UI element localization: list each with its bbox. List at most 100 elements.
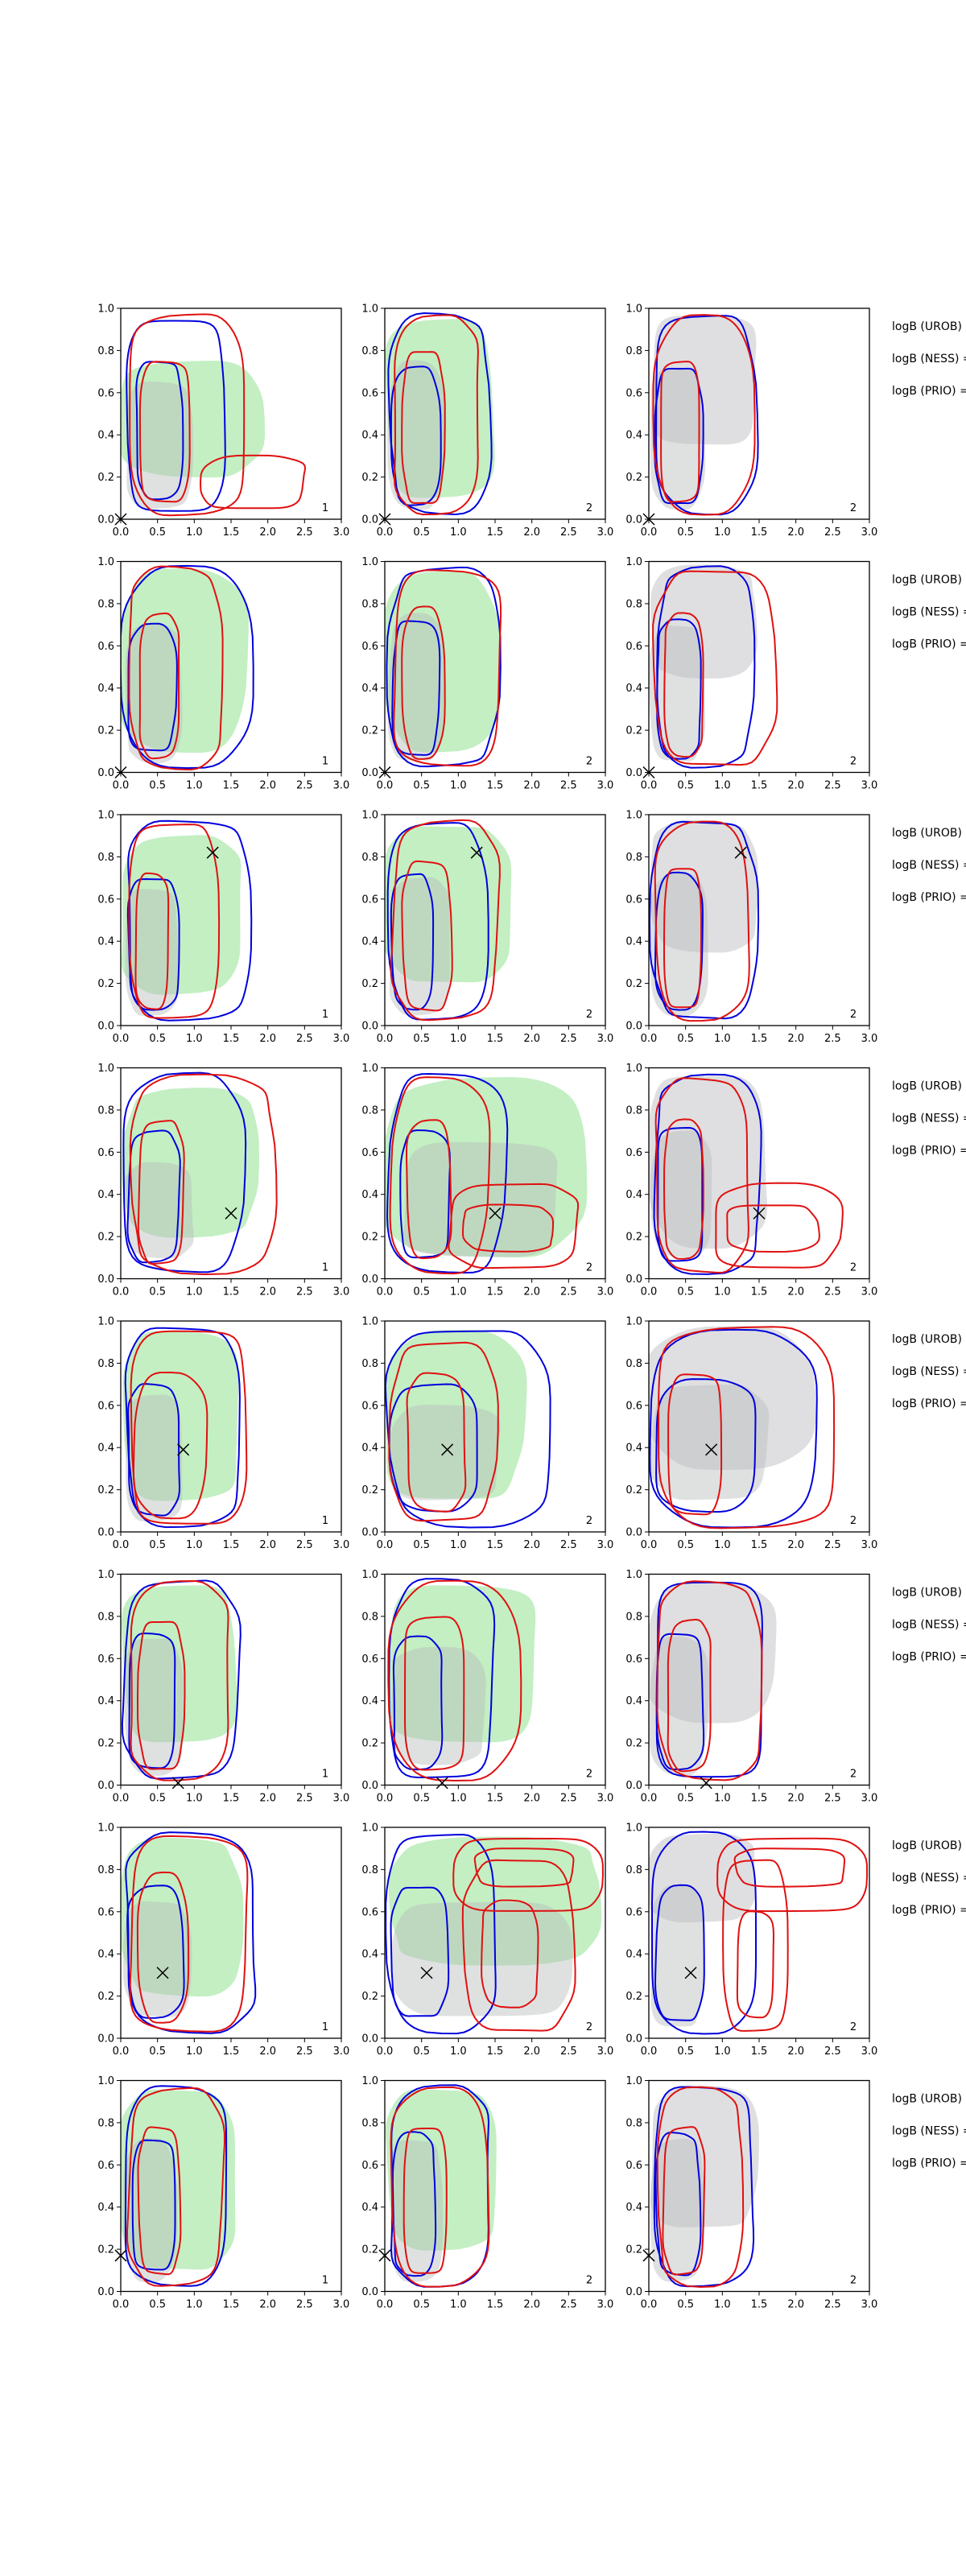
y-tick-label: 1.0: [361, 1063, 378, 1075]
red-contour: [138, 361, 191, 503]
red-contour: [657, 1326, 836, 1530]
logb-label: logB (PRIO) =: [892, 1651, 966, 1664]
red-contour: [130, 1579, 229, 1781]
y-tick-label: 0.4: [361, 683, 378, 695]
blue-contour: [127, 1383, 181, 1517]
y-tick-label: 1.0: [361, 1823, 378, 1835]
y-tick-label: 0.8: [625, 852, 642, 864]
x-tick-label: 1.5: [487, 1539, 504, 1551]
red-contour: [663, 868, 702, 1009]
x-tick-label: 1.5: [223, 1033, 240, 1045]
y-tick-label: 0.4: [625, 1443, 642, 1455]
x-marker: [700, 1777, 712, 1790]
y-tick-label: 0.4: [97, 430, 114, 442]
x-tick-label: 2.5: [824, 2299, 841, 2311]
marker-stroke: [489, 1207, 502, 1220]
x-tick-label: 3.0: [597, 2046, 614, 2058]
x-tick-label: 0.5: [413, 2299, 430, 2311]
density-fill-inner: [387, 360, 445, 510]
y-tick-label: 0.0: [97, 767, 114, 779]
x-tick-label: 0.5: [413, 780, 430, 792]
y-tick-label: 0.2: [625, 725, 642, 737]
x-tick-label: 0.5: [149, 1539, 166, 1551]
panel-number: 2: [586, 2021, 592, 2033]
x-tick-label: 2.0: [259, 780, 276, 792]
x-tick-label: 1.5: [487, 780, 504, 792]
y-tick-label: 0.4: [625, 1189, 642, 1201]
blue-contour: [126, 1885, 185, 2019]
logb-label: logB (PRIO) =: [892, 385, 966, 398]
x-marker: [753, 1207, 766, 1220]
y-tick-label: 0.8: [361, 598, 378, 610]
x-tick-label: 3.0: [597, 526, 614, 539]
x-tick-label: 3.0: [597, 1793, 614, 1805]
plot-area: [649, 1073, 844, 1275]
logb-block-row1: logB (UROB) = logB (NESS) = logB (PRIO) =: [892, 320, 966, 398]
x-tick-label: 3.0: [333, 780, 350, 792]
y-tick-label: 0.4: [361, 2202, 378, 2214]
plot-area: [385, 566, 502, 768]
panel-r6-c1: 0.0 0.5 1.0 1.5 2.0 2.5 3.0 0.0 0.2 0.4 0.6 0.8 1.0 1: [97, 1569, 349, 1805]
x-tick-label: 1.5: [487, 526, 504, 539]
y-tick-label: 0.6: [625, 1147, 642, 1159]
logb-block-row4: logB (UROB) = logB (NESS) = logB (PRIO) =: [892, 1080, 966, 1158]
y-tick-label: 0.0: [625, 1274, 642, 1286]
x-tick-label: 1.0: [714, 2046, 731, 2058]
x-tick-label: 0.0: [641, 1539, 658, 1551]
y-tick-label: 0.0: [625, 767, 642, 779]
x-tick-label: 0.0: [377, 2299, 394, 2311]
y-tick-label: 1.0: [625, 556, 642, 568]
x-tick-label: 0.0: [641, 2046, 658, 2058]
y-tick-label: 0.6: [97, 641, 114, 653]
x-tick-label: 2.5: [560, 1033, 577, 1045]
x-marker: [225, 1207, 237, 1220]
plot-area: [122, 1071, 278, 1276]
blue-contour: [135, 361, 184, 501]
logb-label: logB (PRIO) =: [892, 638, 966, 651]
x-tick-label: 2.0: [523, 2299, 540, 2311]
red-contour: [401, 860, 453, 1012]
red-contour: [662, 2126, 706, 2276]
y-tick-label: 1.0: [625, 810, 642, 822]
x-tick-label: 2.5: [296, 1033, 313, 1045]
y-tick-label: 0.6: [361, 1653, 378, 1666]
panel-number: 2: [850, 2275, 857, 2287]
plot-area: [121, 1831, 257, 2034]
x-marker: [705, 1443, 718, 1456]
density-fill-outer: [651, 316, 757, 445]
y-tick-label: 0.0: [361, 2286, 378, 2298]
panel-number: 1: [322, 1515, 328, 1527]
red-contour: [136, 1620, 186, 1770]
density-fill-outer: [650, 819, 758, 953]
logb-label: logB (NESS) =: [892, 1872, 966, 1885]
plot-area: [385, 1330, 551, 1529]
panel-number: 1: [322, 1769, 328, 1781]
panel-number: 1: [322, 1262, 328, 1274]
x-tick-label: 0.0: [377, 780, 394, 792]
logb-label: logB (PRIO) =: [892, 2157, 966, 2170]
plot-area: [122, 819, 253, 1022]
x-tick-label: 0.5: [413, 1539, 430, 1551]
plot-area: [385, 819, 512, 1022]
y-tick-label: 0.4: [97, 1695, 114, 1707]
y-tick-label: 1.0: [625, 303, 642, 316]
panel-r2-c3: 0.0 0.5 1.0 1.5 2.0 2.5 3.0 0.0 0.2 0.4 0.6 0.8 1.0 2: [625, 556, 877, 792]
x-tick-label: 1.5: [751, 780, 768, 792]
y-tick-label: 0.0: [361, 1274, 378, 1286]
x-tick-label: 0.0: [377, 2046, 394, 2058]
y-tick-label: 0.0: [361, 1780, 378, 1792]
y-tick-label: 0.8: [97, 1611, 114, 1623]
y-tick-label: 0.6: [361, 2160, 378, 2172]
logb-label: logB (UROB) =: [892, 1080, 966, 1093]
y-tick-label: 0.2: [625, 472, 642, 484]
logb-block-row8: logB (UROB) = logB (NESS) = logB (PRIO) =: [892, 2093, 966, 2170]
panel-r3-c3: 0.0 0.5 1.0 1.5 2.0 2.5 3.0 0.0 0.2 0.4 0.6 0.8 1.0 2: [625, 810, 877, 1046]
y-tick-label: 0.8: [97, 1358, 114, 1370]
panel-number: 1: [322, 2275, 328, 2287]
y-tick-label: 1.0: [97, 1569, 114, 1581]
logb-label: logB (NESS) =: [892, 606, 966, 619]
plot-area: [649, 1580, 777, 1781]
y-tick-label: 1.0: [97, 2075, 114, 2087]
red-contour: [136, 1871, 190, 2024]
y-tick-label: 0.2: [97, 1232, 114, 1244]
